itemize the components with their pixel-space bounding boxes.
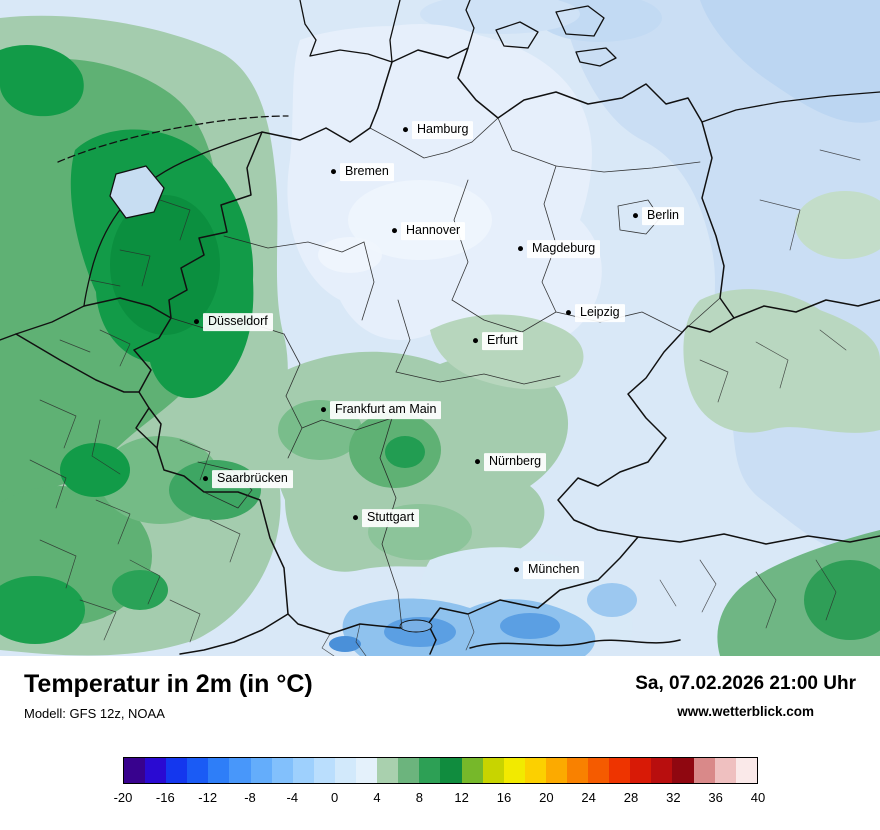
country-borders-layer xyxy=(15,47,880,655)
info-bar: Temperatur in 2m (in °C) Modell: GFS 12z… xyxy=(0,656,880,740)
legend-tick: 32 xyxy=(666,790,681,805)
title-block: Temperatur in 2m (in °C) Modell: GFS 12z… xyxy=(24,670,313,740)
legend-tick: -12 xyxy=(198,790,218,805)
legend-segment xyxy=(124,758,146,783)
legend-segment xyxy=(187,758,209,783)
legend-tick: -8 xyxy=(244,790,256,805)
foreign-admin-lines-layer xyxy=(29,149,861,656)
legend-segment xyxy=(735,758,757,783)
weather-map xyxy=(0,0,880,656)
legend-segment xyxy=(356,758,378,783)
legend-segment xyxy=(271,758,293,783)
legend-segment xyxy=(208,758,230,783)
legend-segment xyxy=(588,758,610,783)
legend-tick: 12 xyxy=(454,790,469,805)
legend-tick: 28 xyxy=(623,790,639,805)
legend-segment xyxy=(503,758,525,783)
legend-segment xyxy=(313,758,335,783)
map-area: Hamburg Bremen Hannover Berlin Magdeburg Düss… xyxy=(0,0,880,656)
legend-tick: 16 xyxy=(496,790,512,805)
legend-tick: 8 xyxy=(415,790,423,805)
datetime-block: Sa, 07.02.2026 21:00 Uhr www.wetterblick… xyxy=(635,670,856,740)
legend-tick: 40 xyxy=(750,790,766,805)
legend-segment xyxy=(545,758,567,783)
legend-tick: -20 xyxy=(113,790,133,805)
legend-segment xyxy=(229,758,251,783)
legend-tick: -16 xyxy=(155,790,175,805)
legend-segment xyxy=(440,758,462,783)
legend-color-bar xyxy=(123,757,758,784)
legend-tick: 24 xyxy=(581,790,596,805)
legend-segment xyxy=(334,758,357,783)
legend-segment xyxy=(145,758,167,783)
legend-segment xyxy=(482,758,504,783)
map-title: Temperatur in 2m (in °C) xyxy=(24,670,313,698)
legend-segment xyxy=(398,758,420,783)
legend-segment xyxy=(524,758,546,783)
coastline-layer xyxy=(0,0,880,341)
legend-segment xyxy=(566,758,589,783)
temperature-layer xyxy=(0,0,880,656)
legend-segment xyxy=(714,758,736,783)
legend-tick: 36 xyxy=(708,790,723,805)
legend-segment xyxy=(166,758,188,783)
legend-segment xyxy=(292,758,314,783)
legend-segment xyxy=(377,758,399,783)
legend-tick: -4 xyxy=(286,790,299,805)
legend-tick: 0 xyxy=(331,790,339,805)
legend-segment xyxy=(693,758,715,783)
legend-tick-row: -20 -16 -12 -8 -4 0 4 8 12 16 20 24 28 32 36 40 xyxy=(0,790,880,810)
legend-tick: 4 xyxy=(373,790,381,805)
legend-segment xyxy=(250,758,272,783)
legend-segment xyxy=(419,758,441,783)
legend-segment xyxy=(651,758,673,783)
legend-segment xyxy=(672,758,694,783)
legend-segment xyxy=(630,758,652,783)
temperature-legend: -20 -16 -12 -8 -4 0 4 8 12 16 20 24 28 32 36 40 xyxy=(0,740,880,830)
legend-segment xyxy=(461,758,483,783)
legend-tick: 20 xyxy=(539,790,554,805)
valid-datetime: Sa, 07.02.2026 21:00 Uhr xyxy=(635,673,856,694)
website-text: www.wetterblick.com xyxy=(677,704,815,719)
legend-segment xyxy=(609,758,631,783)
model-info: Modell: GFS 12z, NOAA xyxy=(24,706,165,721)
